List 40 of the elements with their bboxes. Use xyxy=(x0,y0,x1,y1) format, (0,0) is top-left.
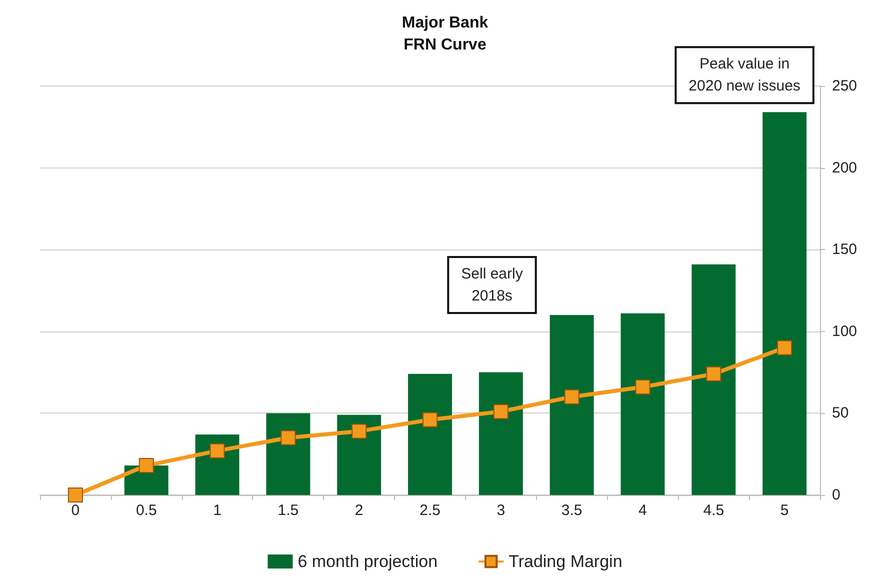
x-tick-label: 3.5 xyxy=(561,502,582,519)
x-tick-label: 5 xyxy=(780,502,789,519)
point xyxy=(352,424,367,439)
x-tick-label: 1 xyxy=(213,502,222,519)
chart-title: Major Bank xyxy=(402,14,488,32)
y-tick-label: 0 xyxy=(832,486,840,504)
point xyxy=(564,389,580,404)
point xyxy=(635,380,650,395)
bar xyxy=(762,112,807,495)
point xyxy=(138,458,154,474)
point xyxy=(68,488,83,502)
chart-subtitle: FRN Curve xyxy=(404,36,486,54)
bar xyxy=(620,313,665,495)
x-tick-label: 4 xyxy=(638,502,647,519)
legend-label: 6 month projection xyxy=(298,552,438,571)
point xyxy=(777,340,792,356)
point xyxy=(280,430,296,446)
x-tick-label: 4.5 xyxy=(703,502,724,519)
point xyxy=(210,443,225,458)
y-tick-label: 100 xyxy=(832,322,858,340)
x-tick-label: 0 xyxy=(71,502,80,519)
x-tick-label: 3 xyxy=(496,502,506,519)
bar xyxy=(550,315,594,495)
x-tick-label: 1.5 xyxy=(278,502,299,519)
bar xyxy=(692,264,736,495)
point xyxy=(422,412,438,428)
y-tick-label: 150 xyxy=(832,241,858,258)
x-tick-label: 2 xyxy=(354,502,364,519)
y-tick-label: 200 xyxy=(832,159,858,176)
point xyxy=(493,404,508,420)
y-tick-label: 50 xyxy=(832,404,849,422)
x-tick-label: 2.5 xyxy=(420,502,440,519)
annotation: Sell early 2018s xyxy=(461,266,524,304)
legend-label: Trading Margin xyxy=(508,552,622,571)
point xyxy=(706,366,722,382)
y-tick-label: 250 xyxy=(832,78,858,94)
x-tick-label: 0.5 xyxy=(136,502,157,519)
bar xyxy=(408,374,452,495)
bar xyxy=(478,372,523,495)
annotation: Peak value in 2020 new issues xyxy=(688,56,800,95)
